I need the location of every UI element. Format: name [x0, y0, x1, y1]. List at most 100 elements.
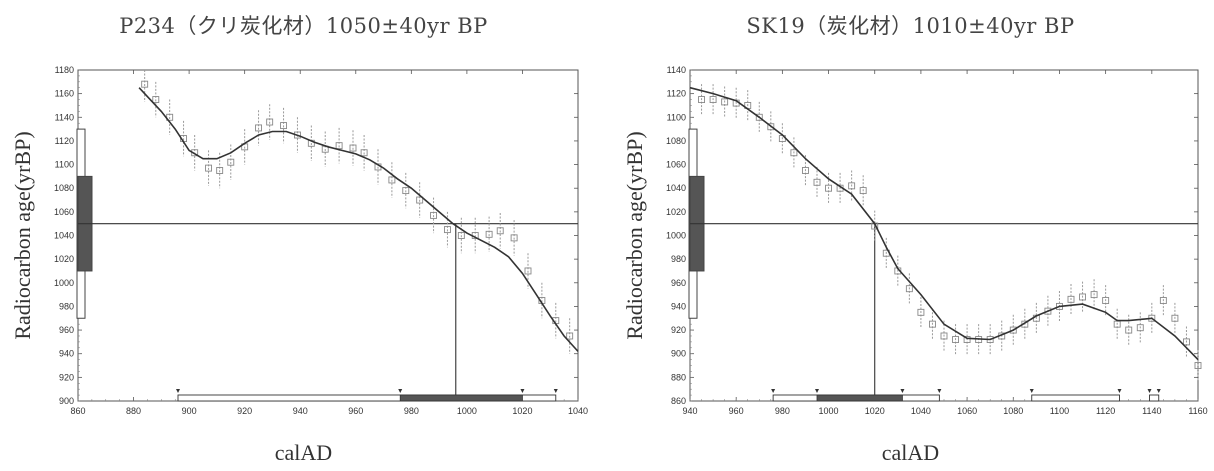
x-tick-label: 900 [182, 406, 197, 416]
y-tick-label: 1000 [666, 231, 686, 241]
data-point [825, 184, 832, 192]
data-point [1079, 293, 1086, 301]
data-point [510, 234, 518, 242]
chart-panel-sk19: SK19（炭化材）1010±40yr BP 860 880 900 920 940 960… [607, 0, 1214, 471]
x-tick-label: 940 [682, 406, 697, 416]
y-tick-label: 1020 [666, 207, 686, 217]
y-axis-label: Radiocarbon age(yrBP) [10, 131, 35, 339]
x-tick-label: 1120 [1096, 406, 1115, 416]
data-point [698, 96, 705, 104]
data-point [767, 123, 775, 131]
y-tick-label: 1060 [54, 207, 74, 217]
data-point [802, 167, 809, 174]
data-point [1159, 297, 1167, 304]
y-tick-label: 1080 [666, 136, 686, 146]
x-tick-label: 1080 [1003, 406, 1023, 416]
y-tick-label: 940 [59, 349, 74, 359]
calibration-chart-p234: 900 920 940 960 980 1000 1020 1040 1060 1080 1100 1… [10, 65, 588, 416]
x-axis-label: calAD [881, 440, 940, 465]
data-point [216, 167, 224, 174]
range-marker [1156, 389, 1161, 393]
data-point [1183, 338, 1190, 346]
range-marker [937, 389, 942, 393]
chart-title: SK19（炭化材）1010±40yr BP [746, 14, 1075, 38]
y-tick-label: 980 [59, 301, 74, 311]
data-point [1102, 297, 1110, 304]
calibrated-2sigma-range [1031, 394, 1120, 402]
y-tick-label: 1000 [54, 278, 74, 288]
y-tick-label: 880 [671, 372, 686, 382]
data-point [1125, 326, 1133, 334]
data-point [813, 178, 821, 186]
data-point [402, 187, 410, 195]
calibrated-1sigma-range [816, 394, 903, 402]
y-axis-label: Radiocarbon age(yrBP) [622, 131, 647, 339]
x-tick-label: 940 [293, 406, 308, 416]
x-tick-label: 1060 [957, 406, 977, 416]
y-tick-label: 900 [671, 349, 686, 359]
x-tick-label: 980 [404, 406, 419, 416]
calibrated-2sigma-range [1149, 394, 1160, 402]
data-point [360, 149, 368, 157]
range-marker [900, 389, 905, 393]
data-point [929, 320, 936, 328]
data-point [349, 144, 357, 152]
x-tick-label: 1160 [1188, 406, 1207, 416]
range-marker [398, 389, 403, 393]
x-tick-label: 1100 [1050, 406, 1069, 416]
x-tick-label: 960 [348, 406, 363, 416]
data-point [524, 267, 532, 275]
y-tick-label: 920 [671, 325, 686, 335]
y-tick-label: 1100 [55, 160, 74, 170]
y-tick-label: 860 [671, 396, 686, 406]
data-point [416, 196, 424, 204]
data-point [859, 187, 867, 195]
calibrated-2sigma-range [177, 394, 557, 402]
x-tick-label: 860 [70, 406, 85, 416]
data-point [485, 230, 493, 238]
data-point [1009, 326, 1017, 334]
data-point [790, 149, 798, 157]
x-tick-label: 920 [237, 406, 252, 416]
data-point [255, 124, 263, 132]
chart-panel-p234: P234（クリ炭化材）1050±40yr BP 900 920 940 960 980 1… [10, 14, 588, 465]
data-point [141, 80, 149, 88]
y-tick-label: 1140 [55, 112, 74, 122]
y-tick-label: 1040 [54, 231, 74, 241]
y-tick-label: 1160 [55, 89, 74, 99]
data-point [457, 232, 465, 239]
x-tick-label: 1000 [457, 406, 477, 416]
calibration-curve [689, 86, 1199, 361]
range-marker [771, 389, 776, 393]
y-tick-label: 1120 [55, 136, 74, 146]
y-tick-label: 1140 [667, 65, 686, 75]
data-point [1171, 314, 1179, 322]
data-point [905, 285, 913, 293]
y-tick-label: 980 [671, 254, 686, 264]
range-marker [1029, 389, 1034, 393]
y-tick-label: 1080 [54, 183, 74, 193]
x-tick-label: 880 [126, 406, 141, 416]
x-tick-label: 1020 [512, 406, 532, 416]
data-point [1067, 295, 1075, 303]
y-tick-label: 960 [671, 278, 686, 288]
y-tick-label: 1100 [667, 112, 686, 122]
data-point [721, 98, 729, 106]
data-point [496, 227, 504, 235]
y-tick-label: 1180 [55, 65, 74, 75]
data-point [280, 122, 288, 130]
calibration-curve [138, 87, 579, 352]
y-tick-label: 1120 [667, 89, 686, 99]
data-point [443, 226, 451, 234]
y-tick-label: 940 [671, 301, 686, 311]
data-point [152, 96, 160, 104]
data-point [755, 113, 763, 121]
y-tick-label: 1020 [54, 254, 74, 264]
x-tick-label: 1040 [911, 406, 931, 416]
data-point [1194, 362, 1202, 369]
data-point [566, 332, 574, 340]
calibration-chart-sk19: 860 880 900 920 940 960 980 1000 1020 1040 1060 108… [622, 65, 1208, 416]
calibrated-1sigma-range [399, 394, 523, 402]
range-marker [1117, 389, 1122, 393]
range-marker [815, 389, 819, 393]
